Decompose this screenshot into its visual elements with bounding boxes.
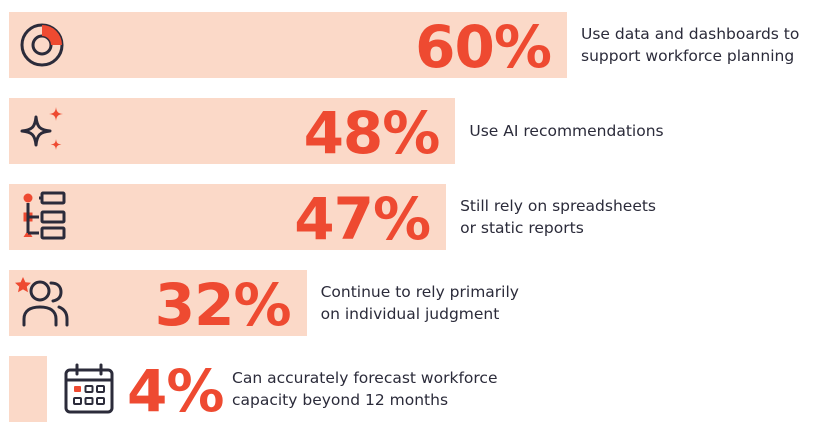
category-label-line: Continue to rely primarily (320, 283, 519, 301)
category-label: Continue to rely primarily on individual … (321, 270, 519, 336)
category-label: Can accurately forecast workforce capacit… (232, 356, 497, 422)
category-label: Still rely on spreadsheets or static repo… (460, 184, 656, 250)
category-label-line: Still rely on spreadsheets (460, 197, 657, 215)
category-label-line: Can accurately forecast workforce (232, 369, 498, 387)
category-label-line: Use data and dashboards to (581, 25, 800, 43)
bar (9, 270, 307, 336)
value-label: 47% (294, 185, 431, 253)
value-label: 4% (127, 357, 224, 425)
bar-row: 48% Use AI recommendations (0, 98, 830, 184)
calendar-icon (62, 361, 118, 417)
category-label-line: or static reports (460, 219, 584, 237)
bar-row: 4% Can accurately forecast workforce capac… (0, 356, 830, 442)
category-label-line: Use AI recommendations (469, 122, 664, 140)
bar-row: 32% Continue to rely primarily on individu… (0, 270, 830, 356)
bar (9, 356, 47, 422)
bar (9, 98, 456, 164)
bar (9, 184, 447, 250)
bar-row: 47% Still rely on spreadsheets or static r… (0, 184, 830, 270)
category-label-line: on individual judgment (320, 305, 500, 323)
category-label: Use data and dashboards to support workfo… (581, 12, 799, 78)
donut-chart-icon (14, 17, 70, 73)
value-label: 48% (303, 99, 441, 167)
value-label: 32% (154, 271, 292, 339)
value-label: 60% (415, 13, 552, 81)
category-label: Use AI recommendations (469, 98, 663, 164)
people-star-icon (14, 275, 70, 331)
category-label-line: support workforce planning (581, 47, 795, 65)
bar (9, 12, 567, 78)
sparkle-icon (14, 103, 70, 159)
horizontal-bar-chart: 60% Use data and dashboards to support wor… (0, 12, 830, 425)
category-label-line: capacity beyond 12 months (232, 391, 449, 409)
hierarchy-list-icon (14, 189, 70, 245)
bar-row: 60% Use data and dashboards to support wor… (0, 12, 830, 98)
